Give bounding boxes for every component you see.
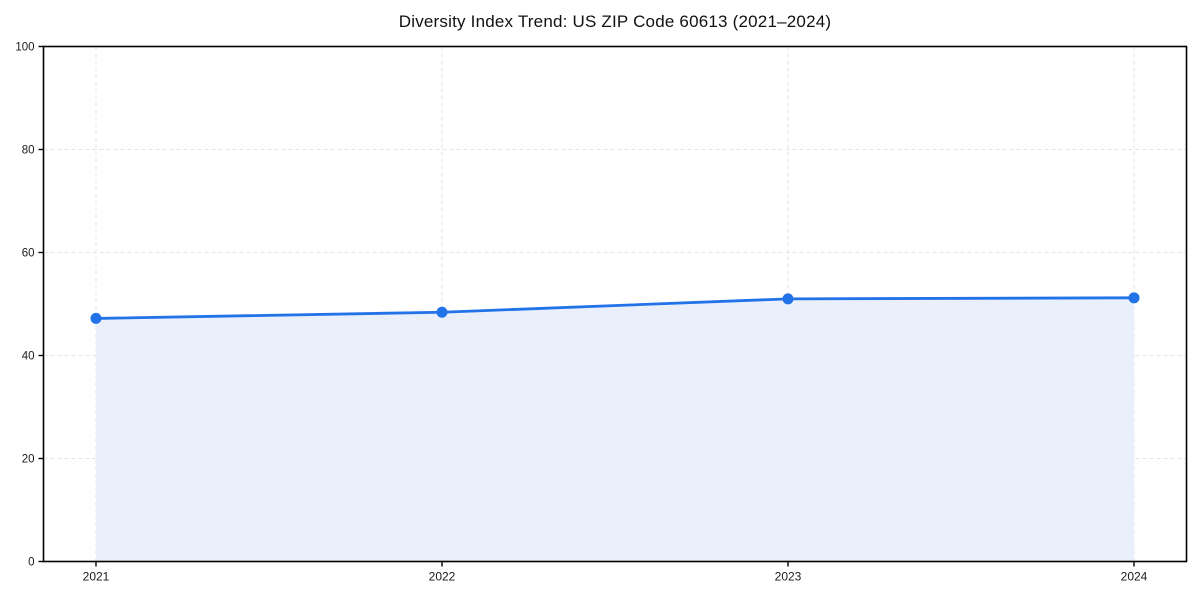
x-tick-label: 2024 — [1121, 570, 1148, 584]
y-tick-label: 60 — [22, 248, 35, 260]
chart-title: Diversity Index Trend: US ZIP Code 60613… — [398, 12, 832, 31]
y-tick-label: 80 — [22, 145, 35, 157]
trend-line — [94, 296, 1136, 320]
x-tick-label: 2021 — [83, 570, 110, 584]
data-point-marker — [782, 293, 794, 305]
y-tick-label: 100 — [15, 42, 34, 54]
y-tick-label: 20 — [22, 454, 35, 466]
x-tick-label: 2022 — [429, 570, 456, 584]
plot-border — [42, 45, 1188, 563]
y-tick-label: 40 — [22, 351, 35, 363]
area-fill — [96, 297, 1134, 562]
x-tick-label: 2023 — [775, 570, 802, 584]
data-point-marker — [1128, 292, 1140, 304]
data-point-marker — [90, 312, 102, 324]
data-point-marker — [436, 306, 448, 318]
y-tick-label: 0 — [28, 557, 34, 569]
